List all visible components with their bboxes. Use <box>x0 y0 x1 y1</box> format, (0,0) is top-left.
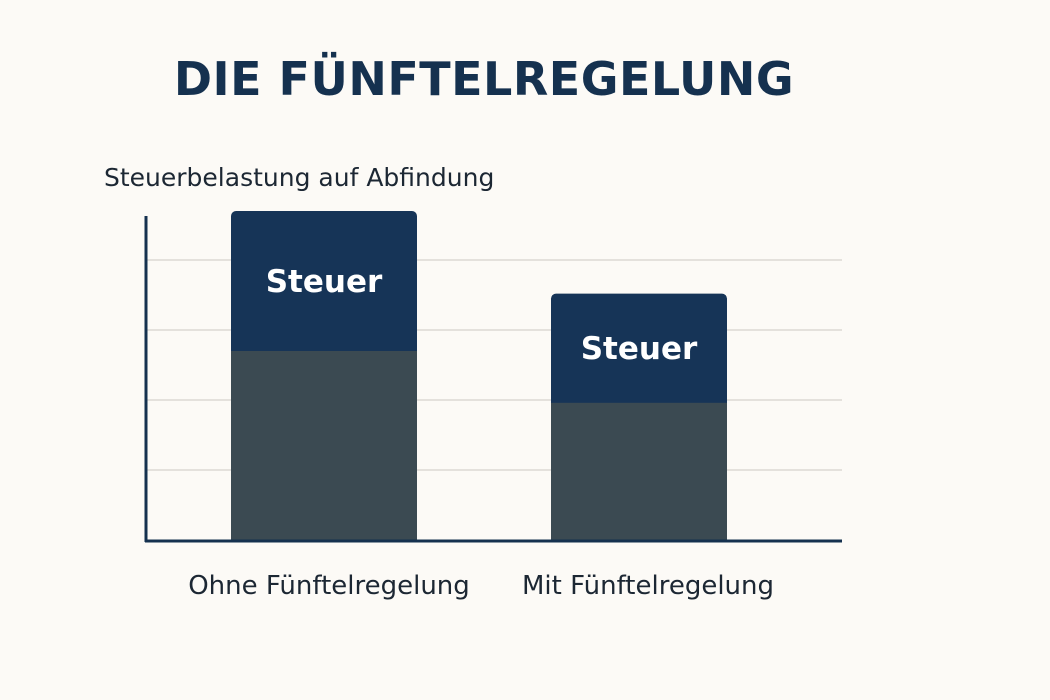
x-tick-label: Mit Fünftelregelung <box>522 571 774 601</box>
bars <box>231 211 727 540</box>
bar-segment-base <box>231 351 417 540</box>
segment-label-steuer: Steuer <box>581 331 698 367</box>
segment-label-steuer: Steuer <box>266 264 383 300</box>
bar-segment-steuer <box>231 211 417 359</box>
axes <box>144 216 842 543</box>
x-tick-label: Ohne Fünftelregelung <box>188 571 470 601</box>
y-axis-label: Steuerbelastung auf Abfindung <box>104 163 495 192</box>
bar-segment-base <box>551 402 727 540</box>
labels: Steuer Ohne Fünftelregelung Steuer Mit Fünf… <box>188 264 774 601</box>
bar-segment-steuer <box>551 293 727 411</box>
chart-title: DIE FÜNFTELREGELUNG <box>173 52 795 106</box>
